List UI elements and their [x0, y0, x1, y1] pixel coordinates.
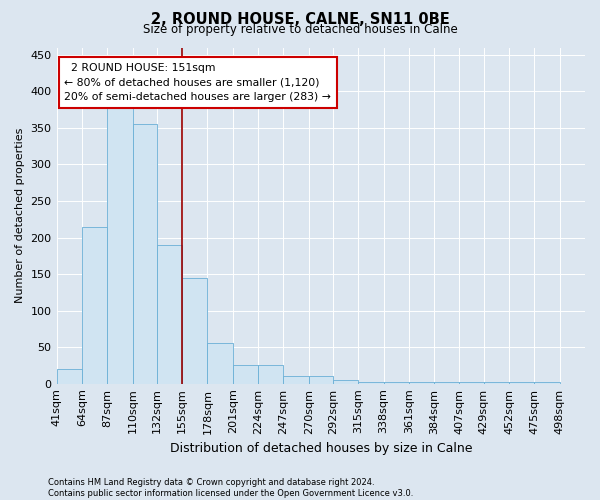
Bar	[535, 382, 560, 384]
Text: 2, ROUND HOUSE, CALNE, SN11 0BE: 2, ROUND HOUSE, CALNE, SN11 0BE	[151, 12, 449, 28]
Bar	[182, 278, 208, 384]
Bar	[157, 245, 182, 384]
Y-axis label: Number of detached properties: Number of detached properties	[15, 128, 25, 304]
Bar	[409, 382, 434, 384]
X-axis label: Distribution of detached houses by size in Calne: Distribution of detached houses by size …	[170, 442, 472, 455]
Bar	[434, 382, 460, 384]
Bar	[308, 376, 333, 384]
Bar	[56, 369, 82, 384]
Bar	[283, 376, 308, 384]
Bar	[233, 366, 258, 384]
Text: Contains HM Land Registry data © Crown copyright and database right 2024.
Contai: Contains HM Land Registry data © Crown c…	[48, 478, 413, 498]
Bar	[133, 124, 157, 384]
Bar	[460, 382, 484, 384]
Bar	[333, 380, 358, 384]
Text: Size of property relative to detached houses in Calne: Size of property relative to detached ho…	[143, 22, 457, 36]
Bar	[383, 382, 409, 384]
Bar	[258, 366, 283, 384]
Bar	[82, 226, 107, 384]
Text: 2 ROUND HOUSE: 151sqm  
← 80% of detached houses are smaller (1,120)
20% of semi: 2 ROUND HOUSE: 151sqm ← 80% of detached …	[64, 62, 331, 102]
Bar	[509, 382, 535, 384]
Bar	[107, 98, 133, 384]
Bar	[208, 344, 233, 384]
Bar	[358, 382, 383, 384]
Bar	[484, 382, 509, 384]
